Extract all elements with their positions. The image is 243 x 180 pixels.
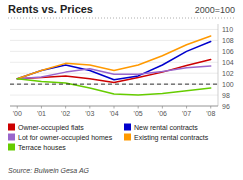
x-axis: '00 '01 '02 '03 '04 '05 '06 '07 '08 bbox=[10, 106, 218, 117]
separator bbox=[8, 18, 235, 19]
grid-line bbox=[10, 29, 218, 30]
y-tick-label: 108 bbox=[222, 37, 234, 44]
series-line bbox=[17, 36, 210, 79]
x-tick bbox=[89, 106, 90, 109]
x-tick bbox=[186, 106, 187, 109]
legend-label: Terrace houses bbox=[18, 144, 66, 151]
title: Rents vs. Prices bbox=[8, 3, 93, 15]
legend-swatch bbox=[124, 124, 131, 131]
series-line bbox=[17, 66, 210, 79]
x-tick bbox=[162, 106, 163, 109]
x-tick-label: '05 bbox=[134, 110, 143, 117]
x-tick bbox=[65, 106, 66, 109]
legend-swatch bbox=[8, 144, 15, 151]
plot bbox=[10, 36, 218, 95]
x-tick-label: '02 bbox=[61, 110, 70, 117]
grid-line bbox=[10, 84, 218, 85]
legend-swatch bbox=[8, 124, 15, 131]
x-tick-label: '06 bbox=[158, 110, 167, 117]
y-tick-label: 100 bbox=[222, 81, 234, 88]
x-tick-label: '03 bbox=[85, 110, 94, 117]
legend-swatch bbox=[8, 134, 15, 141]
chart: Rents vs. Prices 2000=100 96 98 100 102 104 106… bbox=[0, 0, 243, 180]
y-axis-line bbox=[218, 24, 219, 106]
legend-swatch bbox=[124, 134, 131, 141]
x-tick-label: '08 bbox=[206, 110, 215, 117]
x-tick-label: '07 bbox=[182, 110, 191, 117]
page: {"chart_data": {"type": "line", "title":… bbox=[0, 0, 243, 180]
x-tick-label: '00 bbox=[13, 110, 22, 117]
y-axis: 96 98 100 102 104 106 108 110 bbox=[10, 24, 234, 110]
y-tick-label: 104 bbox=[222, 59, 234, 66]
y-tick-label: 106 bbox=[222, 48, 234, 55]
annotation: Source: Bulwein Gesa AG bbox=[8, 167, 90, 174]
legend-label: New rental contracts bbox=[134, 124, 198, 131]
x-tick bbox=[41, 106, 42, 109]
reference-line bbox=[10, 84, 218, 85]
x-tick bbox=[17, 106, 18, 109]
x-tick-label: '01 bbox=[37, 110, 46, 117]
series-line bbox=[17, 79, 210, 95]
y-tick-label: 110 bbox=[222, 26, 233, 33]
legend: Owner-occupied flats New rental contracts… bbox=[8, 124, 209, 151]
legend-label: Owner-occupied flats bbox=[18, 124, 84, 132]
y-tick-label: 96 bbox=[222, 103, 230, 110]
y-tick-label: 98 bbox=[222, 92, 230, 99]
legend-label: Existing rental contracts bbox=[134, 134, 209, 142]
legend-label: Lot for owner-occupied homes bbox=[18, 134, 113, 142]
y-tick-label: 102 bbox=[222, 70, 234, 77]
x-tick bbox=[138, 106, 139, 109]
subtitle: 2000=100 bbox=[195, 5, 235, 15]
grid-line bbox=[10, 62, 218, 63]
x-tick bbox=[114, 106, 115, 109]
x-tick bbox=[210, 106, 211, 109]
grid-line bbox=[10, 40, 218, 41]
x-tick-label: '04 bbox=[109, 110, 118, 117]
